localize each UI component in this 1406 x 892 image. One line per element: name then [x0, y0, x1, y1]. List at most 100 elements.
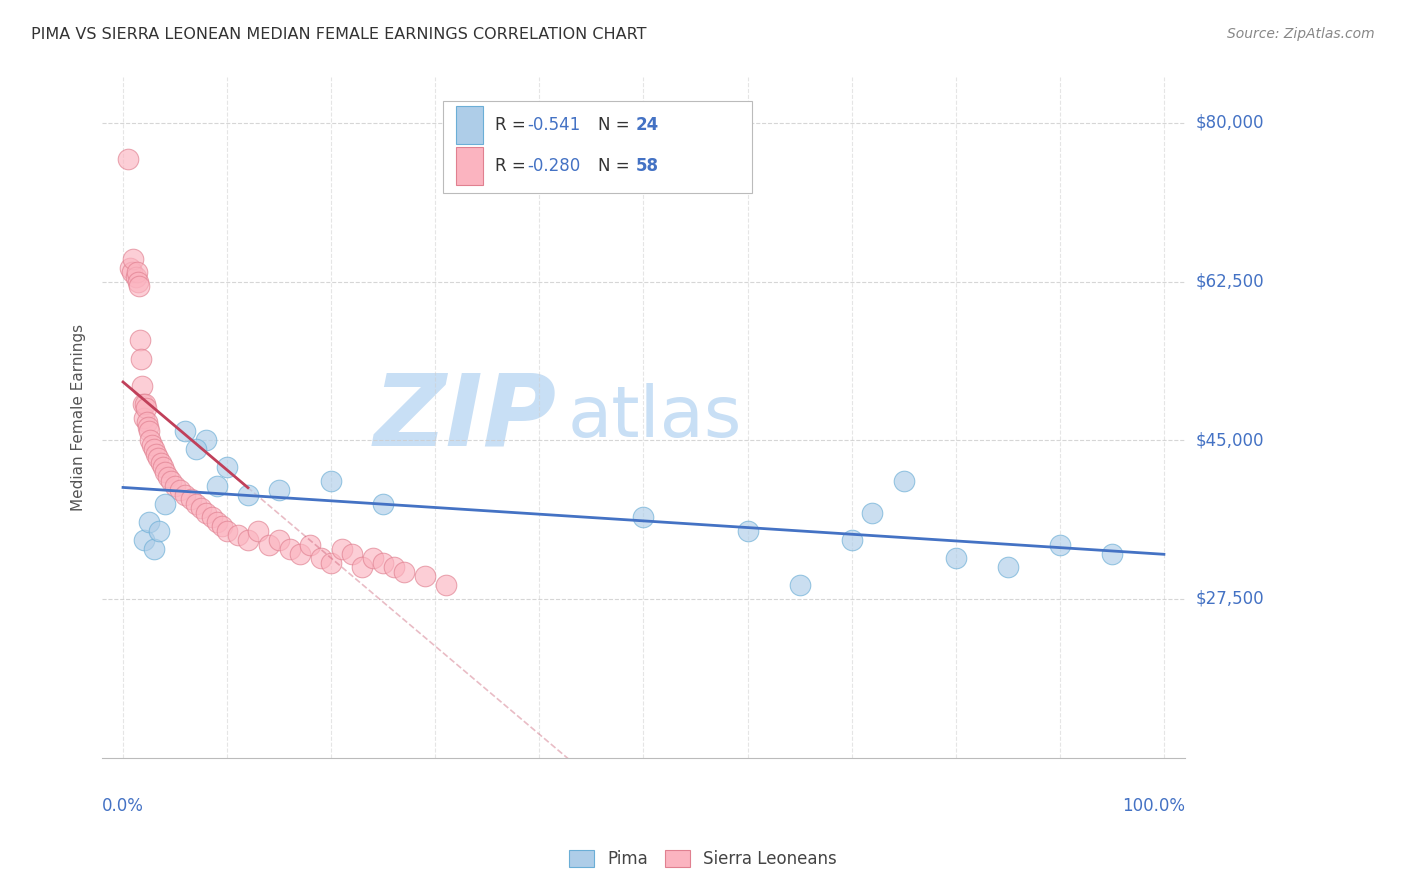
Point — [132, 397, 155, 411]
Text: N =: N = — [598, 157, 636, 175]
Point — [789, 578, 811, 592]
Point — [134, 397, 156, 411]
FancyBboxPatch shape — [443, 102, 752, 193]
Point — [135, 401, 157, 416]
Point — [321, 556, 343, 570]
Point — [141, 438, 163, 452]
Point — [200, 510, 222, 524]
Point — [180, 492, 202, 507]
Point — [124, 270, 146, 285]
Point — [195, 506, 218, 520]
Point — [120, 260, 142, 275]
Point — [148, 451, 170, 466]
Text: $80,000: $80,000 — [1197, 114, 1264, 132]
Point — [138, 515, 160, 529]
Text: $62,500: $62,500 — [1197, 273, 1264, 291]
Text: 0.0%: 0.0% — [103, 797, 143, 814]
Point — [361, 551, 384, 566]
Point — [184, 442, 207, 457]
Point — [862, 506, 884, 520]
Point — [352, 560, 374, 574]
Point — [205, 515, 228, 529]
Point — [143, 542, 166, 557]
Text: R =: R = — [495, 157, 531, 175]
Point — [153, 465, 176, 479]
Text: -0.541: -0.541 — [527, 116, 581, 134]
Text: R =: R = — [495, 116, 531, 134]
Point — [165, 478, 187, 492]
Point — [309, 551, 332, 566]
Point — [321, 474, 343, 488]
Point — [236, 533, 259, 547]
Point — [131, 379, 153, 393]
Point — [160, 474, 183, 488]
Text: N =: N = — [598, 116, 636, 134]
Point — [633, 510, 655, 524]
Point — [211, 519, 233, 533]
Point — [382, 560, 405, 574]
Y-axis label: Median Female Earnings: Median Female Earnings — [72, 324, 86, 511]
Point — [132, 533, 155, 547]
Point — [129, 351, 152, 366]
Point — [205, 478, 228, 492]
Point — [997, 560, 1019, 574]
Point — [195, 434, 218, 448]
Point — [128, 334, 150, 348]
Point — [278, 542, 301, 557]
Point — [434, 578, 457, 592]
Point — [122, 252, 145, 266]
Point — [226, 528, 249, 542]
Point — [392, 565, 415, 579]
Point — [125, 265, 148, 279]
Point — [136, 415, 159, 429]
Point — [169, 483, 191, 497]
Point — [893, 474, 915, 488]
Point — [413, 569, 436, 583]
Point — [299, 537, 322, 551]
Point — [184, 497, 207, 511]
Point — [128, 279, 150, 293]
Text: $27,500: $27,500 — [1197, 590, 1264, 608]
Point — [269, 533, 291, 547]
Point — [373, 556, 395, 570]
Point — [247, 524, 270, 538]
Text: 24: 24 — [636, 116, 659, 134]
Point — [737, 524, 759, 538]
Point — [127, 275, 149, 289]
Point — [148, 524, 170, 538]
Text: 58: 58 — [636, 157, 659, 175]
Point — [1049, 537, 1071, 551]
Point — [145, 447, 167, 461]
Point — [373, 497, 395, 511]
Point — [340, 547, 363, 561]
Text: PIMA VS SIERRA LEONEAN MEDIAN FEMALE EARNINGS CORRELATION CHART: PIMA VS SIERRA LEONEAN MEDIAN FEMALE EAR… — [31, 27, 647, 42]
Point — [945, 551, 967, 566]
Point — [153, 497, 176, 511]
FancyBboxPatch shape — [456, 147, 484, 185]
Point — [174, 488, 197, 502]
Text: $45,000: $45,000 — [1197, 431, 1264, 450]
FancyBboxPatch shape — [456, 106, 484, 144]
Text: 100.0%: 100.0% — [1122, 797, 1185, 814]
Point — [217, 460, 239, 475]
Point — [156, 469, 179, 483]
Point — [121, 265, 143, 279]
Point — [257, 537, 280, 551]
Point — [149, 456, 172, 470]
Text: -0.280: -0.280 — [527, 157, 581, 175]
Point — [152, 460, 174, 475]
Point — [217, 524, 239, 538]
Point — [136, 419, 159, 434]
Point — [132, 410, 155, 425]
Point — [117, 152, 139, 166]
Point — [841, 533, 863, 547]
Point — [1101, 547, 1123, 561]
Point — [330, 542, 353, 557]
Text: atlas: atlas — [568, 383, 742, 452]
Point — [269, 483, 291, 497]
Point — [139, 434, 162, 448]
Point — [288, 547, 311, 561]
Text: Source: ZipAtlas.com: Source: ZipAtlas.com — [1227, 27, 1375, 41]
Point — [138, 424, 160, 438]
Point — [174, 424, 197, 438]
